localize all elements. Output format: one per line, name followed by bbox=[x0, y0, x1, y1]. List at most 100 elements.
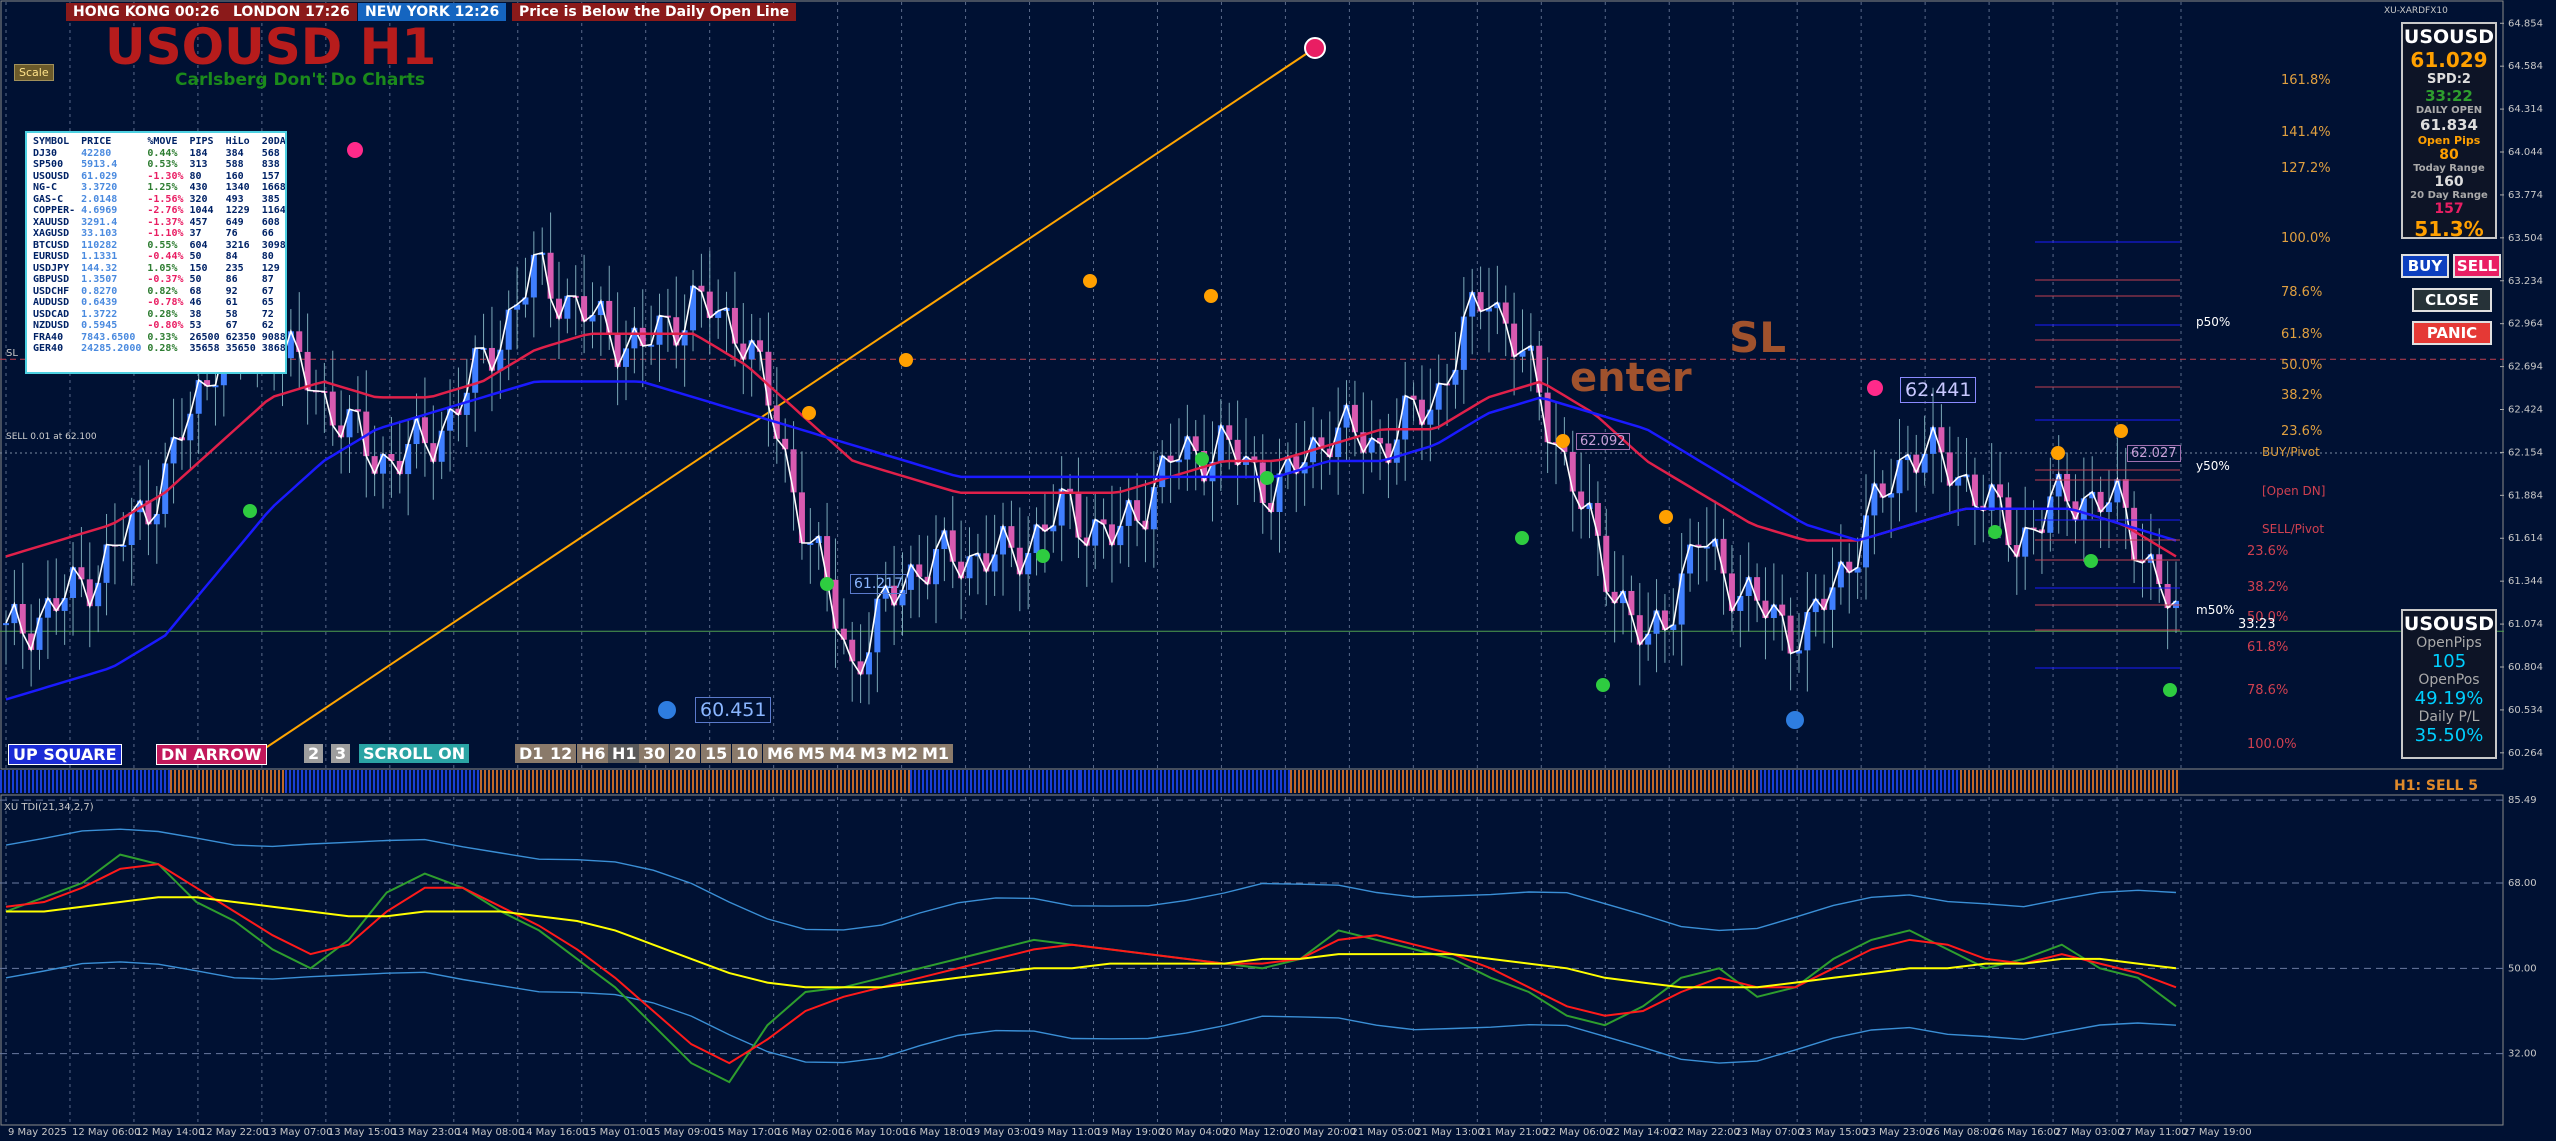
signal-bar bbox=[1888, 770, 1890, 793]
level-3-button[interactable]: 3 bbox=[331, 744, 351, 763]
timeframe-button[interactable]: H6 bbox=[577, 744, 610, 763]
watchlist-cell: DJ30 bbox=[33, 147, 58, 159]
time-tick-label: 16 May 02:00 bbox=[776, 1127, 845, 1138]
timeframe-button[interactable]: 30 bbox=[639, 744, 670, 763]
signal-bar bbox=[776, 770, 778, 793]
watchlist-cell: 67 bbox=[225, 320, 238, 331]
signal-bar bbox=[76, 770, 78, 793]
candle-body bbox=[2173, 600, 2179, 609]
tdi-frame bbox=[0, 794, 2504, 1126]
timeframe-button[interactable]: M2 bbox=[887, 744, 923, 763]
watchlist-cell: AUDUSD bbox=[33, 297, 70, 308]
signal-bar bbox=[1744, 770, 1746, 793]
signal-bar bbox=[640, 770, 642, 793]
signal-bar bbox=[1108, 770, 1110, 793]
signal-bar bbox=[2176, 770, 2178, 793]
signal-bar bbox=[516, 770, 518, 793]
low-marker bbox=[658, 701, 676, 719]
level-2-button[interactable]: 2 bbox=[304, 744, 324, 763]
panic-button[interactable]: PANIC bbox=[2412, 321, 2492, 345]
signal-bar bbox=[469, 770, 471, 793]
signal-bar bbox=[676, 770, 678, 793]
sell-button[interactable]: SELL bbox=[2453, 254, 2501, 278]
candle-body bbox=[346, 409, 353, 438]
up-square-button[interactable]: UP SQUARE bbox=[8, 744, 122, 765]
signal-bar bbox=[1460, 770, 1462, 793]
fib-level-label: 50.0% bbox=[2247, 610, 2288, 625]
signal-bar bbox=[1508, 770, 1510, 793]
candle-body bbox=[1754, 577, 1761, 601]
time-tick-label: 27 May 19:00 bbox=[2183, 1127, 2252, 1138]
signal-bar bbox=[413, 770, 415, 793]
signal-bar bbox=[1054, 770, 1056, 793]
signal-bar bbox=[1256, 770, 1258, 793]
time-tick-label: 23 May 23:00 bbox=[1863, 1127, 1932, 1138]
candle-body bbox=[1636, 615, 1643, 645]
timeframe-button[interactable]: M3 bbox=[856, 744, 892, 763]
timeframe-button[interactable]: 10 bbox=[732, 744, 763, 763]
signal-bar bbox=[1046, 770, 1048, 793]
watchlist-cell: 4.6969 bbox=[81, 205, 118, 216]
buy-button[interactable]: BUY bbox=[2401, 254, 2449, 278]
pivot-label: m50% bbox=[2196, 603, 2234, 617]
timeframe-button[interactable]: M1 bbox=[918, 744, 954, 763]
close-button[interactable]: CLOSE bbox=[2412, 288, 2492, 312]
signal-bar bbox=[20, 770, 22, 793]
watchlist-cell: GER40 bbox=[33, 343, 64, 354]
watchlist-cell: 150 bbox=[189, 262, 208, 274]
time-tick-label: 20 May 12:00 bbox=[1223, 1127, 1292, 1138]
watchlist-cell: NZDUSD bbox=[33, 320, 70, 331]
fib-level-label: 61.8% bbox=[2281, 327, 2322, 342]
signal-bar bbox=[648, 770, 650, 793]
swing-low-marker bbox=[1596, 678, 1610, 692]
candle-body bbox=[2064, 473, 2071, 502]
dn-arrow-button[interactable]: DN ARROW bbox=[156, 744, 267, 765]
clock-new-york: NEW YORK 12:26 bbox=[358, 3, 507, 21]
open-pos-label: OpenPos bbox=[2418, 672, 2480, 688]
signal-bar bbox=[1264, 770, 1266, 793]
signal-bar bbox=[1120, 770, 1122, 793]
signal-bar bbox=[942, 770, 944, 793]
timeframe-button[interactable]: 12 bbox=[546, 744, 577, 763]
signal-bar bbox=[1840, 770, 1842, 793]
candle-body bbox=[1008, 526, 1015, 548]
signal-bar bbox=[377, 770, 379, 793]
tdi-yellow-line bbox=[6, 896, 2177, 989]
signal-bar bbox=[836, 770, 838, 793]
signal-bar bbox=[1624, 770, 1626, 793]
price-tick-label: 61.614 bbox=[2508, 533, 2543, 544]
signal-bar bbox=[1334, 770, 1336, 793]
timeframe-button[interactable]: M4 bbox=[825, 744, 861, 763]
signal-bar bbox=[644, 770, 646, 793]
signal-bar bbox=[704, 770, 706, 793]
candle-body bbox=[1234, 439, 1241, 465]
scale-button[interactable]: Scale bbox=[14, 64, 54, 81]
candle-body bbox=[757, 340, 764, 352]
timeframe-button[interactable]: M5 bbox=[794, 744, 830, 763]
watchlist-cell: 313 bbox=[189, 159, 208, 170]
time-tick-label: 19 May 19:00 bbox=[1096, 1127, 1165, 1138]
signal-bar bbox=[1370, 770, 1372, 793]
timeframe-button[interactable]: 15 bbox=[701, 744, 732, 763]
signal-bar bbox=[1232, 770, 1234, 793]
candle-body bbox=[983, 553, 990, 572]
candle-body bbox=[1603, 535, 1610, 592]
timeframe-button[interactable]: H1 bbox=[608, 744, 641, 763]
watchlist-cell: 608 bbox=[261, 216, 280, 228]
signal-bar bbox=[1576, 770, 1578, 793]
timeframe-button[interactable]: 20 bbox=[670, 744, 701, 763]
signal-bar bbox=[1084, 770, 1086, 793]
signal-bar bbox=[222, 770, 224, 793]
timeframe-button[interactable]: D1 bbox=[515, 744, 548, 763]
signal-bar bbox=[465, 770, 467, 793]
scroll-button[interactable]: SCROLL ON bbox=[359, 744, 470, 763]
signal-bar bbox=[892, 770, 894, 793]
watchlist-cell: COPPER- bbox=[33, 205, 76, 216]
timeframe-button[interactable]: M6 bbox=[763, 744, 799, 763]
price-tick-label: 63.774 bbox=[2508, 190, 2543, 201]
signal-bar bbox=[1912, 770, 1914, 793]
price-tick-label: 60.264 bbox=[2508, 748, 2543, 759]
watchlist-cell: 2.0148 bbox=[81, 193, 118, 205]
signal-bar bbox=[445, 770, 447, 793]
